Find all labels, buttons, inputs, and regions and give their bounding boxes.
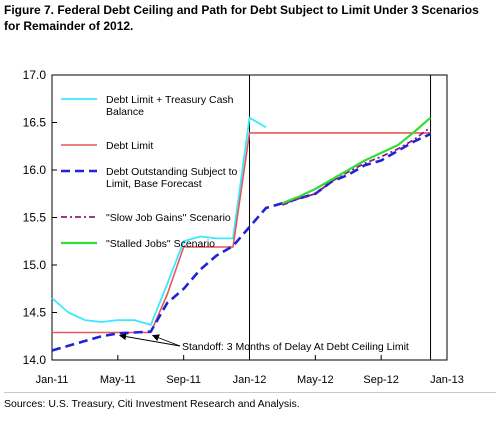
legend-label: "Slow Job Gains" Scenario [106, 212, 231, 224]
y-tick-label: 17.0 [23, 68, 47, 82]
series-line-base-forecast [51, 132, 432, 352]
x-tick-label: Sep-11 [166, 374, 201, 386]
annotation-arrow [151, 334, 181, 347]
x-tick-label: Sep-12 [363, 374, 398, 386]
chart-axes: 14.0 14.5 15.0 15.5 16.0 16.5 17.0 Jan-11 May-11… [23, 68, 464, 386]
y-tick-label: 15.0 [23, 258, 47, 272]
x-tick-label: Jan-11 [36, 374, 69, 386]
legend-label: Debt Limit + Treasury Cash [106, 94, 234, 106]
legend-label: "Stalled Jobs" Scenario [106, 238, 215, 250]
x-tick-label: Jan-12 [233, 374, 267, 386]
y-tick-label: 14.5 [23, 306, 47, 320]
x-tick-label: May-12 [297, 374, 334, 386]
y-tick-label: 16.5 [23, 116, 47, 130]
series-line-stalled-jobs [281, 116, 432, 205]
annotation-arrow [118, 333, 181, 347]
series-line-debt-limit [52, 132, 431, 334]
source-note: Sources: U.S. Treasury, Citi Investment … [4, 398, 300, 410]
x-tick-label: May-11 [100, 374, 136, 386]
y-tick-label: 14.0 [23, 353, 47, 367]
annotation-text: Standoff: 3 Months of Delay At Debt Ceil… [182, 341, 409, 353]
chart-annotations: Standoff: 3 Months of Delay At Debt Ceil… [118, 333, 409, 353]
source-divider [4, 392, 496, 393]
legend-label: Balance [106, 106, 144, 118]
series-line-cash-balance [51, 116, 267, 326]
figure-title: Figure 7. Federal Debt Ceiling and Path … [4, 3, 479, 33]
legend-label: Limit, Base Forecast [106, 178, 202, 190]
y-tick-label: 15.5 [23, 211, 47, 225]
chart-series [51, 116, 432, 352]
y-tick-label: 16.0 [23, 163, 47, 177]
legend-label: Debt Outstanding Subject to [106, 166, 237, 178]
legend-label: Debt Limit [106, 140, 153, 152]
x-tick-label: Jan-13 [430, 374, 464, 386]
